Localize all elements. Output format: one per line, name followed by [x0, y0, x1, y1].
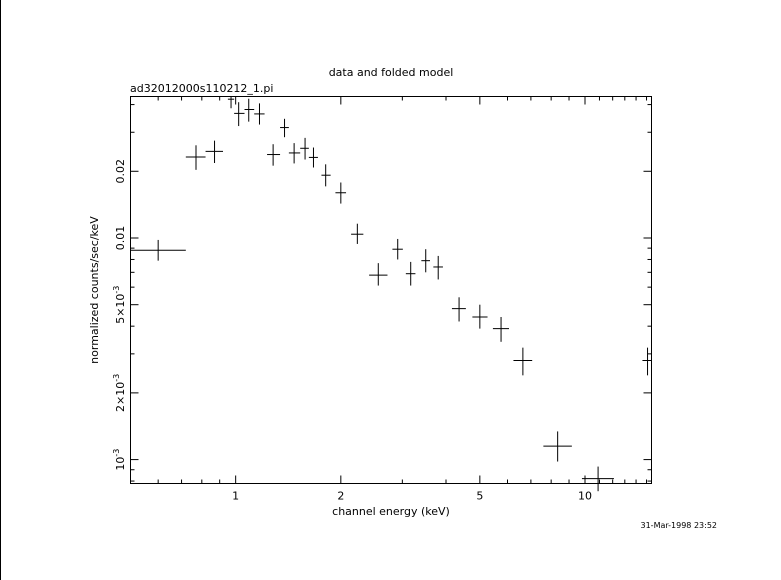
y-tick-label-text: 0.01	[114, 226, 127, 251]
data-point	[308, 147, 318, 168]
data-point	[288, 143, 301, 164]
data-point	[321, 164, 331, 187]
y-tick-mantissa: 5×10	[114, 294, 127, 324]
y-tick-label: 5×10-3	[112, 286, 127, 324]
minor-ticks	[130, 96, 652, 484]
y-tick-mantissa: 2×10	[114, 382, 127, 412]
data-point	[244, 98, 255, 122]
data-point	[234, 102, 245, 127]
y-tick-label-text: 10-3	[112, 449, 127, 471]
timestamp: 31-Mar-1998 23:52	[641, 521, 718, 530]
data-point	[227, 96, 235, 109]
y-tick-label: 10-3	[112, 449, 127, 471]
x-tick-label: 10	[578, 490, 592, 503]
data-point	[335, 182, 347, 204]
data-point	[300, 137, 309, 160]
data-point	[543, 431, 572, 462]
data-point	[369, 263, 388, 286]
y-tick-exponent: -3	[112, 449, 121, 457]
data-point	[392, 238, 403, 260]
x-tick-label: 1	[232, 490, 239, 503]
x-tick-label: 2	[337, 490, 344, 503]
data-point	[351, 223, 364, 244]
x-tick-label: 5	[476, 490, 483, 503]
x-axis-label: channel energy (keV)	[332, 505, 450, 518]
data-point	[280, 118, 289, 138]
data-point	[421, 249, 431, 273]
data-point	[642, 347, 652, 376]
data-point	[254, 103, 265, 125]
plot-frame	[130, 96, 652, 484]
y-tick-exponent: -3	[112, 374, 121, 382]
y-tick-label: 0.01	[114, 226, 127, 251]
y-tick-label: 2×10-3	[112, 374, 127, 412]
data-point	[492, 316, 510, 342]
y-axis-label: normalized counts/sec/keV	[88, 216, 101, 364]
data-point	[130, 239, 186, 261]
data-point	[205, 140, 224, 163]
data-point	[405, 261, 416, 286]
y-tick-label-text: 5×10-3	[112, 286, 127, 324]
y-tick-label-text: 0.02	[114, 159, 127, 184]
y-tick-exponent: -3	[112, 286, 121, 294]
y-tick-label-text: 2×10-3	[112, 374, 127, 412]
data-point	[433, 255, 443, 280]
data-point	[185, 145, 206, 170]
data-point	[513, 347, 533, 376]
chart-subtitle: ad32012000s110212_1.pi	[130, 82, 273, 95]
y-tick-label: 0.02	[114, 159, 127, 184]
y-axis-ticks: 10-32×10-35×10-30.010.02	[112, 159, 652, 471]
data-point	[472, 304, 488, 329]
chart-title: data and folded model	[329, 66, 454, 79]
data-points	[130, 96, 652, 492]
y-tick-mantissa: 10	[114, 457, 127, 471]
data-point	[451, 297, 466, 322]
data-point	[581, 466, 614, 492]
x-axis-ticks: 1 2 5 10	[232, 96, 592, 503]
data-point	[267, 144, 281, 166]
